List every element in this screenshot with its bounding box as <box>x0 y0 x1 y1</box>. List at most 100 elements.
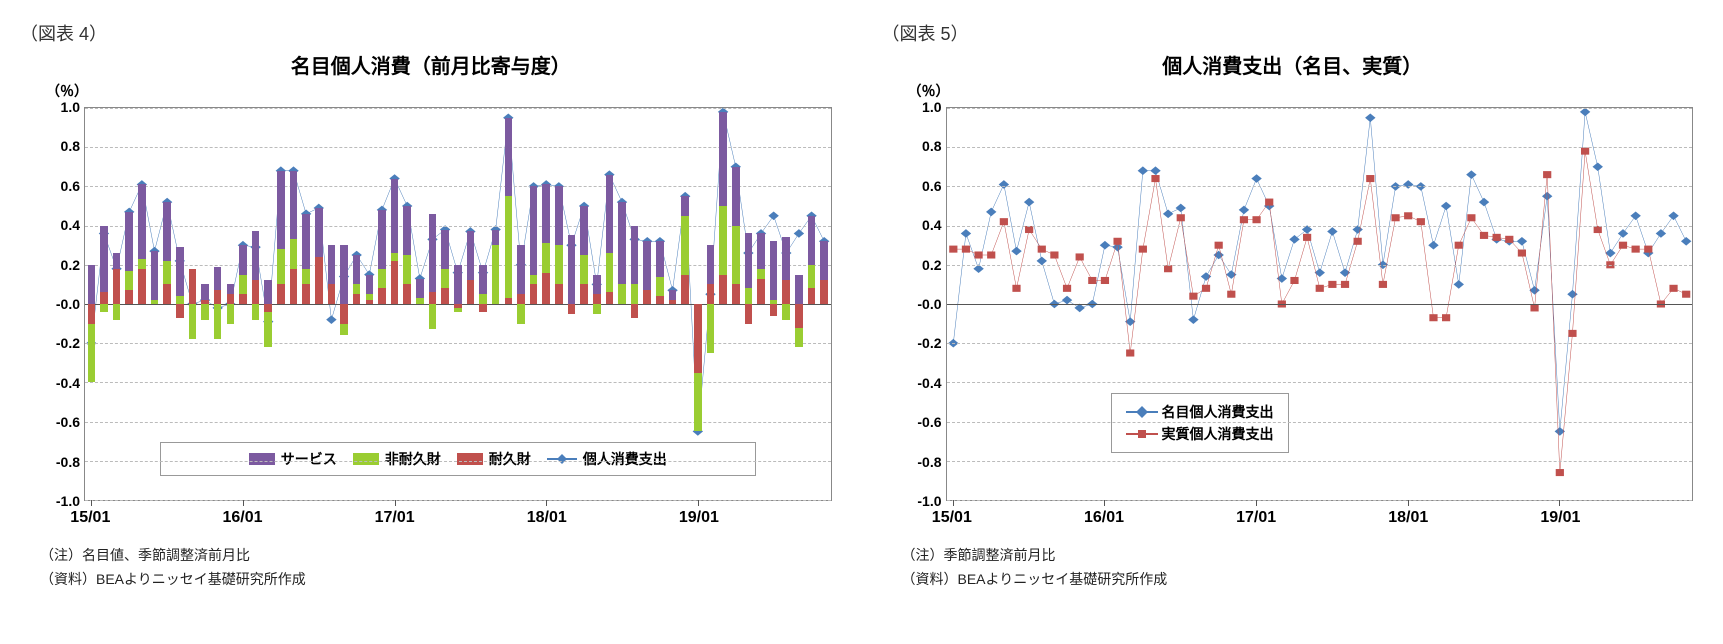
bar-segment <box>681 275 689 304</box>
bar-segment <box>201 304 209 320</box>
xtick-label: 18/01 <box>1388 509 1428 527</box>
bar-segment <box>277 171 285 249</box>
bar-segment <box>201 284 209 300</box>
bar-segment <box>176 247 184 296</box>
bar-segment <box>378 269 386 289</box>
ytick-label: 0.2 <box>20 257 80 273</box>
chart5-title: 個人消費支出（名目、実質） <box>882 50 1704 79</box>
bar-segment <box>214 304 222 339</box>
bar-segment <box>88 265 96 304</box>
xtick-label: 15/01 <box>932 509 972 527</box>
bar-segment <box>479 294 487 304</box>
bar-segment <box>492 230 500 246</box>
bar-segment <box>252 304 260 320</box>
bar-segment <box>808 216 816 265</box>
legend-item: 非耐久財 <box>353 449 441 469</box>
bar-segment <box>656 241 664 276</box>
ytick-label: -1.0 <box>882 493 942 509</box>
bar-segment <box>100 226 108 293</box>
bar-segment <box>403 206 411 255</box>
bar-segment <box>290 239 298 268</box>
bar-segment <box>252 280 260 304</box>
bar-segment <box>315 257 323 304</box>
chart5-note2: （資料）BEAよりニッセイ基礎研究所作成 <box>902 569 1704 589</box>
bar-segment <box>757 279 765 304</box>
ytick-label: 0.2 <box>882 257 942 273</box>
bar-segment <box>264 304 272 312</box>
legend-label: 実質個人消費支出 <box>1162 424 1274 444</box>
legend-item: 名目個人消費支出 <box>1126 402 1274 422</box>
bar-segment <box>328 245 336 284</box>
bar-segment <box>277 284 285 304</box>
bar-segment <box>820 280 828 304</box>
xtick-label: 19/01 <box>679 509 719 527</box>
ytick-label: -0.0 <box>882 296 942 312</box>
bar-segment <box>441 230 449 269</box>
ytick-label: 1.0 <box>882 99 942 115</box>
bar-segment <box>542 243 550 272</box>
xtick-label: 16/01 <box>1084 509 1124 527</box>
bar-segment <box>239 245 247 274</box>
bar-segment <box>441 269 449 289</box>
xtick-label: 17/01 <box>1236 509 1276 527</box>
bar-segment <box>340 304 348 324</box>
bar-segment <box>707 284 715 304</box>
bar-segment <box>100 292 108 304</box>
bar-segment <box>113 269 121 304</box>
bar-segment <box>580 284 588 304</box>
bar-segment <box>227 304 235 324</box>
ytick-label: 1.0 <box>20 99 80 115</box>
bar-segment <box>378 210 386 269</box>
bar-segment <box>505 298 513 304</box>
bar-segment <box>214 290 222 304</box>
legend-label: 名目個人消費支出 <box>1162 402 1274 422</box>
bar-segment <box>568 235 576 304</box>
bar-segment <box>593 294 601 304</box>
ytick-label: 0.4 <box>882 217 942 233</box>
bar-segment <box>454 265 462 304</box>
bar-segment <box>795 328 803 348</box>
bar-segment <box>214 267 222 291</box>
bar-segment <box>808 288 816 304</box>
legend-label: 耐久財 <box>489 449 531 469</box>
ytick-label: 0.8 <box>882 138 942 154</box>
bar-segment <box>757 269 765 279</box>
bar-segment <box>176 304 184 318</box>
bar-segment <box>757 233 765 268</box>
bar-segment <box>681 216 689 275</box>
bar-segment <box>328 284 336 304</box>
bar-segment <box>707 245 715 284</box>
bar-segment <box>770 304 778 316</box>
legend-item: サービス <box>249 449 337 469</box>
bar-segment <box>138 259 146 269</box>
bar-segment <box>745 304 753 324</box>
ytick-label: -0.4 <box>20 375 80 391</box>
bar-segment <box>391 261 399 304</box>
bar-segment <box>593 275 601 295</box>
bar-segment <box>391 179 399 253</box>
bar-segment <box>163 202 171 261</box>
legend-item: 耐久財 <box>457 449 531 469</box>
bar-segment <box>530 275 538 285</box>
bar-segment <box>694 304 702 373</box>
bar-segment <box>770 300 778 304</box>
bar-segment <box>618 202 626 284</box>
bar-segment <box>113 253 121 269</box>
bar-segment <box>151 300 159 304</box>
chart5-unit: （％） <box>908 81 1704 101</box>
bar-segment <box>252 231 260 280</box>
chart4-legend: サービス非耐久財耐久財個人消費支出 <box>160 442 756 476</box>
chart4-unit: （％） <box>46 81 842 101</box>
bar-segment <box>290 269 298 304</box>
bar-segment <box>795 275 803 304</box>
ytick-label: -0.2 <box>882 335 942 351</box>
bar-segment <box>820 241 828 280</box>
bar-segment <box>353 255 361 284</box>
bar-segment <box>719 112 727 206</box>
bar-segment <box>643 241 651 290</box>
bar-segment <box>163 284 171 304</box>
chart4-panel: （図表 4） 名目個人消費（前月比寄与度） （％） サービス非耐久財耐久財個人消… <box>20 20 842 589</box>
bar-segment <box>542 273 550 304</box>
bar-segment <box>505 118 513 196</box>
chart5-panel: （図表 5） 個人消費支出（名目、実質） （％） 名目個人消費支出実質個人消費支… <box>882 20 1704 589</box>
